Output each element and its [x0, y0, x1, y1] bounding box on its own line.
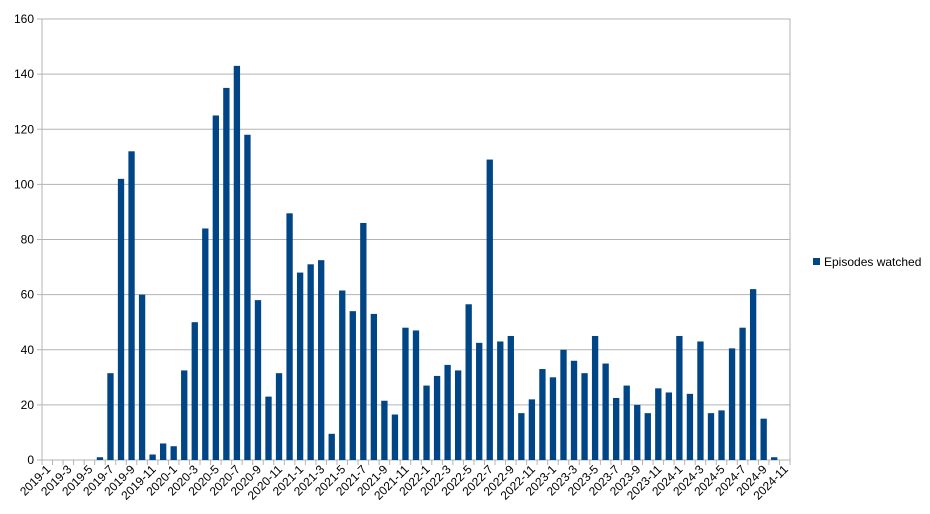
- bar: [623, 385, 630, 460]
- bar: [296, 272, 304, 460]
- y-tick-label: 160: [14, 12, 34, 26]
- bar: [634, 404, 641, 460]
- bar: [676, 335, 683, 460]
- bar: [749, 289, 757, 460]
- bar: [486, 159, 493, 460]
- bar: [739, 327, 746, 460]
- bar: [591, 335, 599, 460]
- bar: [244, 134, 251, 460]
- bar: [465, 304, 472, 460]
- bar: [771, 457, 778, 460]
- legend-swatch: [813, 258, 820, 265]
- y-tick-label: 100: [14, 177, 34, 191]
- bar: [507, 335, 514, 460]
- bar: [307, 264, 314, 460]
- bar: [349, 311, 356, 460]
- bar: [454, 370, 462, 460]
- bar: [360, 222, 367, 460]
- bar: [318, 260, 325, 460]
- bar: [117, 178, 125, 461]
- bar: [96, 457, 104, 460]
- bar: [202, 228, 209, 460]
- y-tick-label: 0: [27, 453, 34, 467]
- y-tick-label: 120: [14, 122, 34, 136]
- bar: [518, 413, 525, 460]
- bar: [497, 341, 504, 460]
- bar: [402, 327, 409, 460]
- bar: [581, 373, 588, 460]
- bar: [412, 330, 420, 460]
- bar: [149, 454, 156, 460]
- bar: [570, 360, 578, 460]
- bar: [233, 65, 241, 460]
- bar: [718, 410, 725, 460]
- bar: [286, 213, 293, 460]
- bar: [328, 433, 335, 460]
- bar: [444, 364, 451, 460]
- bar: [602, 363, 609, 460]
- bar: [191, 322, 198, 460]
- bar: [223, 87, 230, 460]
- bar: [707, 413, 715, 460]
- bar: [181, 370, 188, 460]
- bar: [138, 294, 146, 460]
- bar: [391, 414, 399, 460]
- bar: [107, 373, 114, 460]
- bar: [476, 342, 483, 460]
- y-tick-label: 20: [21, 398, 35, 412]
- bar: [560, 349, 567, 460]
- bar: [613, 397, 620, 460]
- bar: [254, 300, 262, 460]
- y-tick-label: 80: [21, 233, 35, 247]
- y-tick-label: 140: [14, 67, 34, 81]
- bar: [728, 348, 736, 460]
- bar: [159, 443, 167, 460]
- bar: [760, 418, 767, 460]
- y-tick-label: 40: [21, 343, 35, 357]
- bar: [339, 290, 346, 460]
- bar: [655, 388, 662, 460]
- bar: [539, 369, 546, 460]
- bar: [381, 400, 388, 460]
- bar: [423, 385, 430, 460]
- bar: [686, 393, 694, 460]
- bar: [128, 151, 135, 461]
- bar: [275, 373, 283, 460]
- bar: [665, 392, 673, 460]
- y-tick-label: 60: [21, 288, 35, 302]
- bar: [212, 115, 219, 460]
- bar: [644, 413, 651, 460]
- bar: [528, 399, 536, 460]
- bar: [370, 313, 378, 460]
- bar: [265, 396, 272, 460]
- bar: [549, 377, 557, 460]
- bar: [697, 341, 704, 460]
- bar: [433, 375, 441, 460]
- bar: [170, 446, 177, 460]
- legend-label: Episodes watched: [824, 255, 921, 269]
